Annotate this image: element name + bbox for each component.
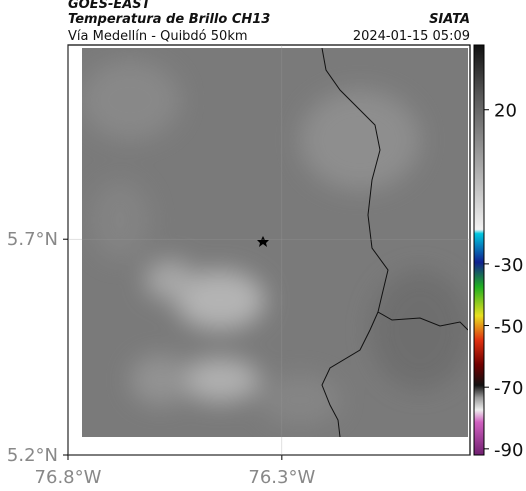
- colorbar: [473, 44, 485, 456]
- agency-label: SIATA: [429, 12, 470, 27]
- colorbar-tick-label: -30: [494, 255, 523, 276]
- map-title: Temperatura de Brillo CH13: [68, 12, 270, 27]
- timestamp: 2024-01-15 05:09: [353, 29, 470, 44]
- y-tick-label: 5.2°N: [7, 445, 58, 466]
- colorbar-tick-label: -70: [494, 378, 523, 399]
- colorbar-tick-label: -90: [494, 440, 523, 461]
- x-tick-label: 76.8°W: [35, 467, 102, 488]
- colorbar-tick-label: -50: [494, 317, 523, 338]
- map-subtitle: Vía Medellín - Quibdó 50km: [68, 29, 248, 44]
- y-tick-label: 5.7°N: [7, 229, 58, 250]
- satellite-image: [82, 48, 468, 437]
- x-tick-label: 76.3°W: [248, 467, 315, 488]
- source-label: GOES-EAST: [68, 0, 152, 12]
- colorbar-tick-label: 20: [494, 101, 517, 122]
